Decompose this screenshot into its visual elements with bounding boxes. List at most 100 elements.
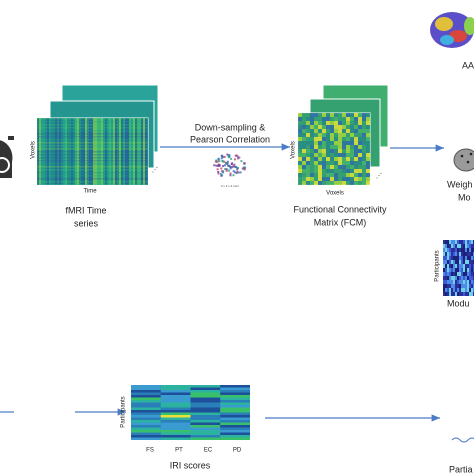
texture-cell	[298, 177, 302, 181]
texture-cell	[306, 137, 310, 141]
texture-cell	[330, 161, 334, 165]
texture-cell	[457, 276, 459, 280]
texture-cell	[354, 177, 358, 181]
texture-cell	[338, 145, 342, 149]
texture-cell	[190, 387, 221, 390]
texture-cell	[350, 181, 354, 185]
texture-cell	[346, 165, 350, 169]
texture-cell	[471, 240, 473, 244]
texture-cell	[358, 121, 362, 125]
texture-cell	[461, 248, 463, 252]
texture-cell	[302, 129, 306, 133]
texture-cell	[330, 137, 334, 141]
texture-cell	[310, 133, 314, 137]
texture-cell	[455, 252, 457, 256]
texture-cell	[131, 400, 161, 403]
fcm-y-label: Voxels	[291, 141, 297, 159]
texture-cell	[455, 268, 457, 272]
texture-cell	[131, 417, 161, 420]
texture-cell	[471, 252, 473, 256]
texture-cell	[221, 160, 224, 163]
texture-cell	[358, 153, 362, 157]
texture-cell	[322, 181, 326, 185]
texture-cell	[233, 165, 236, 168]
texture-cell	[318, 113, 322, 117]
texture-cell	[449, 280, 451, 284]
texture-cell	[220, 170, 223, 173]
texture-cell	[326, 125, 330, 129]
texture-cell	[445, 256, 447, 260]
ts-caption: fMRI Time	[65, 205, 106, 215]
texture-cell	[217, 172, 220, 175]
texture-cell	[362, 121, 366, 125]
texture-cell	[121, 118, 123, 185]
iri-column: PT	[175, 448, 183, 454]
ellipsis: ⋰	[376, 174, 382, 180]
texture-cell	[443, 280, 445, 284]
texture-cell	[67, 118, 69, 185]
texture-cell	[471, 256, 473, 260]
texture-cell	[338, 133, 342, 137]
texture-cell	[160, 392, 191, 395]
texture-cell	[465, 248, 467, 252]
texture-cell	[37, 118, 39, 185]
texture-cell	[190, 417, 221, 420]
texture-cell	[310, 157, 314, 161]
texture-cell	[330, 145, 334, 149]
step-label: Down-sampling &	[195, 122, 266, 132]
texture-cell	[322, 137, 326, 141]
texture-cell	[459, 260, 461, 264]
texture-cell	[366, 153, 370, 157]
texture-cell	[160, 410, 191, 413]
texture-cell	[330, 173, 334, 177]
texture-cell	[354, 117, 358, 121]
texture-cell	[314, 181, 318, 185]
texture-cell	[117, 118, 119, 185]
texture-cell	[37, 169, 148, 171]
texture-cell	[354, 113, 358, 117]
texture-cell	[220, 415, 250, 418]
texture-cell	[226, 160, 229, 163]
texture-cell	[445, 260, 447, 264]
texture-cell	[190, 407, 221, 410]
texture-cell	[41, 118, 43, 185]
texture-cell	[314, 125, 318, 129]
texture-cell	[459, 256, 461, 260]
texture-cell	[459, 252, 461, 256]
texture-cell	[449, 288, 451, 292]
texture-cell	[461, 292, 463, 296]
texture-cell	[334, 169, 338, 173]
texture-cell	[229, 166, 232, 169]
texture-cell	[220, 157, 223, 160]
texture-cell	[298, 113, 302, 117]
texture-cell	[334, 117, 338, 121]
texture-cell	[366, 121, 370, 125]
texture-cell	[91, 118, 93, 185]
texture-cell	[443, 248, 445, 252]
texture-cell	[298, 129, 302, 133]
texture-cell	[342, 113, 346, 117]
texture-cell	[461, 288, 463, 292]
texture-cell	[302, 133, 306, 137]
texture-cell	[318, 181, 322, 185]
texture-cell	[326, 153, 330, 157]
texture-cell	[228, 169, 231, 172]
texture-cell	[457, 256, 459, 260]
texture-cell	[37, 145, 148, 147]
step-label: Pearson Correlation	[190, 134, 270, 144]
texture-cell	[298, 141, 302, 145]
texture-cell	[346, 177, 350, 181]
texture-cell	[358, 129, 362, 133]
texture-cell	[461, 256, 463, 260]
texture-cell	[350, 145, 354, 149]
texture-cell	[350, 177, 354, 181]
texture-cell	[350, 137, 354, 141]
texture-cell	[334, 129, 338, 133]
texture-cell	[366, 157, 370, 161]
texture-cell	[314, 153, 318, 157]
texture-cell	[220, 412, 250, 415]
texture-cell	[113, 118, 115, 185]
texture-cell	[218, 164, 221, 167]
texture-cell	[459, 268, 461, 272]
texture-cell	[362, 141, 366, 145]
